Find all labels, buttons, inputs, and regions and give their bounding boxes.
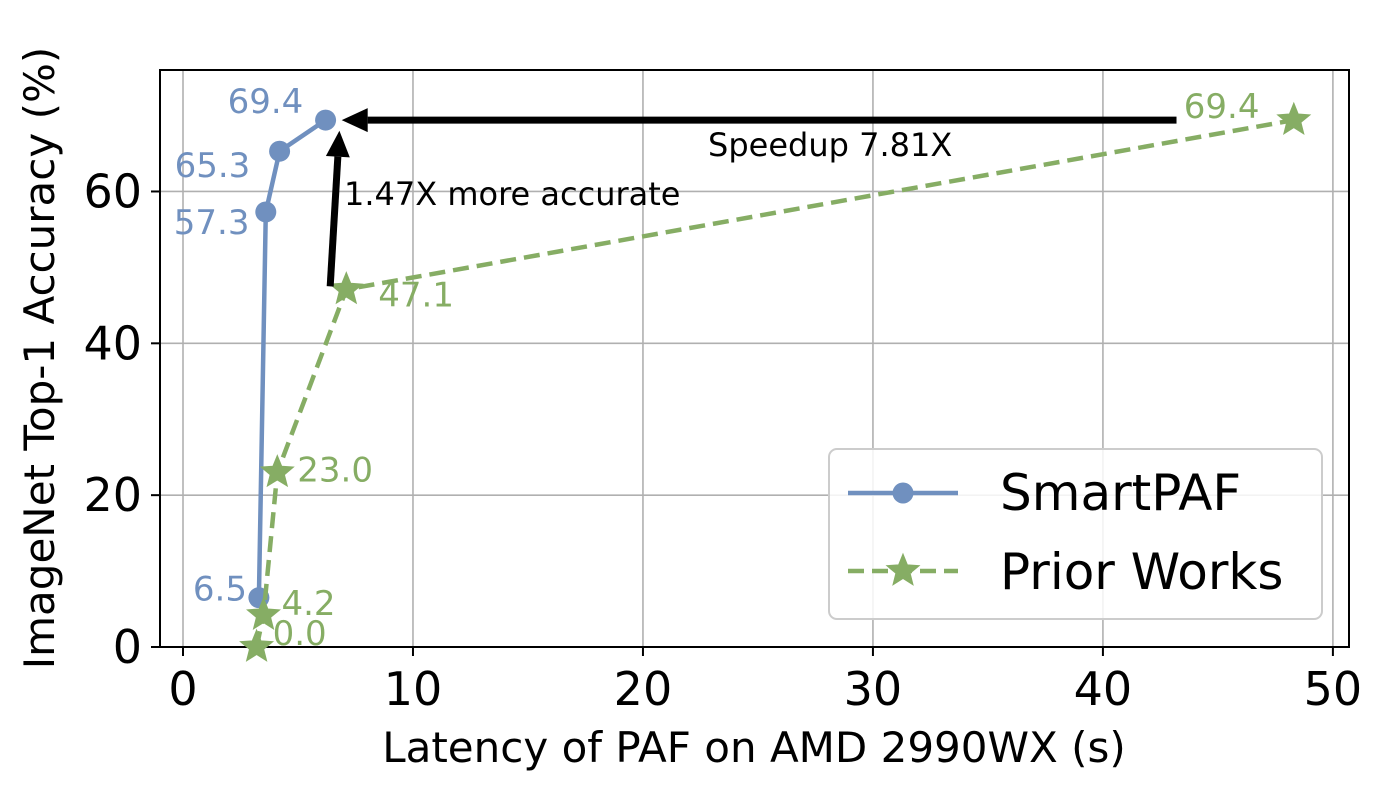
series-layer: 6.5 57.3 65.3 69.4 0.04.2 23.0 47.1 69.4 xyxy=(174,82,1312,662)
accuracy-annotation: 1.47X more accurate xyxy=(344,175,680,213)
legend-marker xyxy=(892,482,914,504)
data-label: 6.5 xyxy=(193,570,247,610)
data-label: 4.2 xyxy=(281,584,335,624)
data-point xyxy=(315,109,337,131)
annotations: Speedup 7.81X 1.47X more accurate xyxy=(325,108,1177,287)
x-axis-title: Latency of PAF on AMD 2990WX (s) xyxy=(382,723,1126,772)
x-tick-label: 10 xyxy=(384,662,443,716)
data-point xyxy=(328,271,364,305)
legend-swatch-smartpaf xyxy=(848,482,958,504)
data-label: 69.4 xyxy=(228,82,304,122)
series-smartpaf: 6.5 57.3 65.3 69.4 xyxy=(174,82,337,610)
y-tick-label: 0 xyxy=(113,620,142,674)
data-point xyxy=(246,596,281,630)
y-tick-label: 20 xyxy=(83,468,142,522)
legend-label-smartpaf: SmartPAF xyxy=(1000,464,1241,522)
x-tick-label: 40 xyxy=(1074,662,1133,716)
data-point xyxy=(239,628,275,662)
legend-swatch-prior-works xyxy=(848,552,958,586)
legend-marker xyxy=(885,552,921,586)
axis-ticks: 0 10 20 30 40 50 0 20 40 60 xyxy=(83,164,1362,716)
series-line xyxy=(256,118,327,598)
x-tick-label: 30 xyxy=(844,662,903,716)
data-point xyxy=(1276,101,1312,135)
y-tick-label: 40 xyxy=(83,316,142,370)
legend: SmartPAF Prior Works xyxy=(828,448,1323,620)
data-label: 47.1 xyxy=(378,275,454,315)
x-tick-label: 50 xyxy=(1304,662,1363,716)
data-label: 69.4 xyxy=(1184,87,1260,127)
x-tick-label: 20 xyxy=(614,662,673,716)
data-label: 57.3 xyxy=(174,203,250,243)
y-tick-label: 60 xyxy=(83,164,142,218)
plot-frame xyxy=(159,69,1350,648)
annotation-arrow-head xyxy=(325,130,350,158)
x-tick-label: 0 xyxy=(168,662,197,716)
data-point xyxy=(269,140,291,162)
legend-label-prior-works: Prior Works xyxy=(1000,543,1283,601)
data-point xyxy=(259,454,295,488)
series-prior-works: 0.04.2 23.0 47.1 69.4 xyxy=(239,87,1312,662)
data-label: 65.3 xyxy=(175,146,251,186)
speedup-annotation: Speedup 7.81X xyxy=(708,126,952,164)
y-axis-title: ImageNet Top-1 Accuracy (%) xyxy=(15,47,64,670)
data-label: 0.0 xyxy=(273,614,327,654)
data-label: 23.0 xyxy=(297,450,373,490)
annotation-arrow-head xyxy=(341,108,368,133)
annotation-arrow-shaft xyxy=(326,156,342,287)
data-point xyxy=(255,201,277,223)
